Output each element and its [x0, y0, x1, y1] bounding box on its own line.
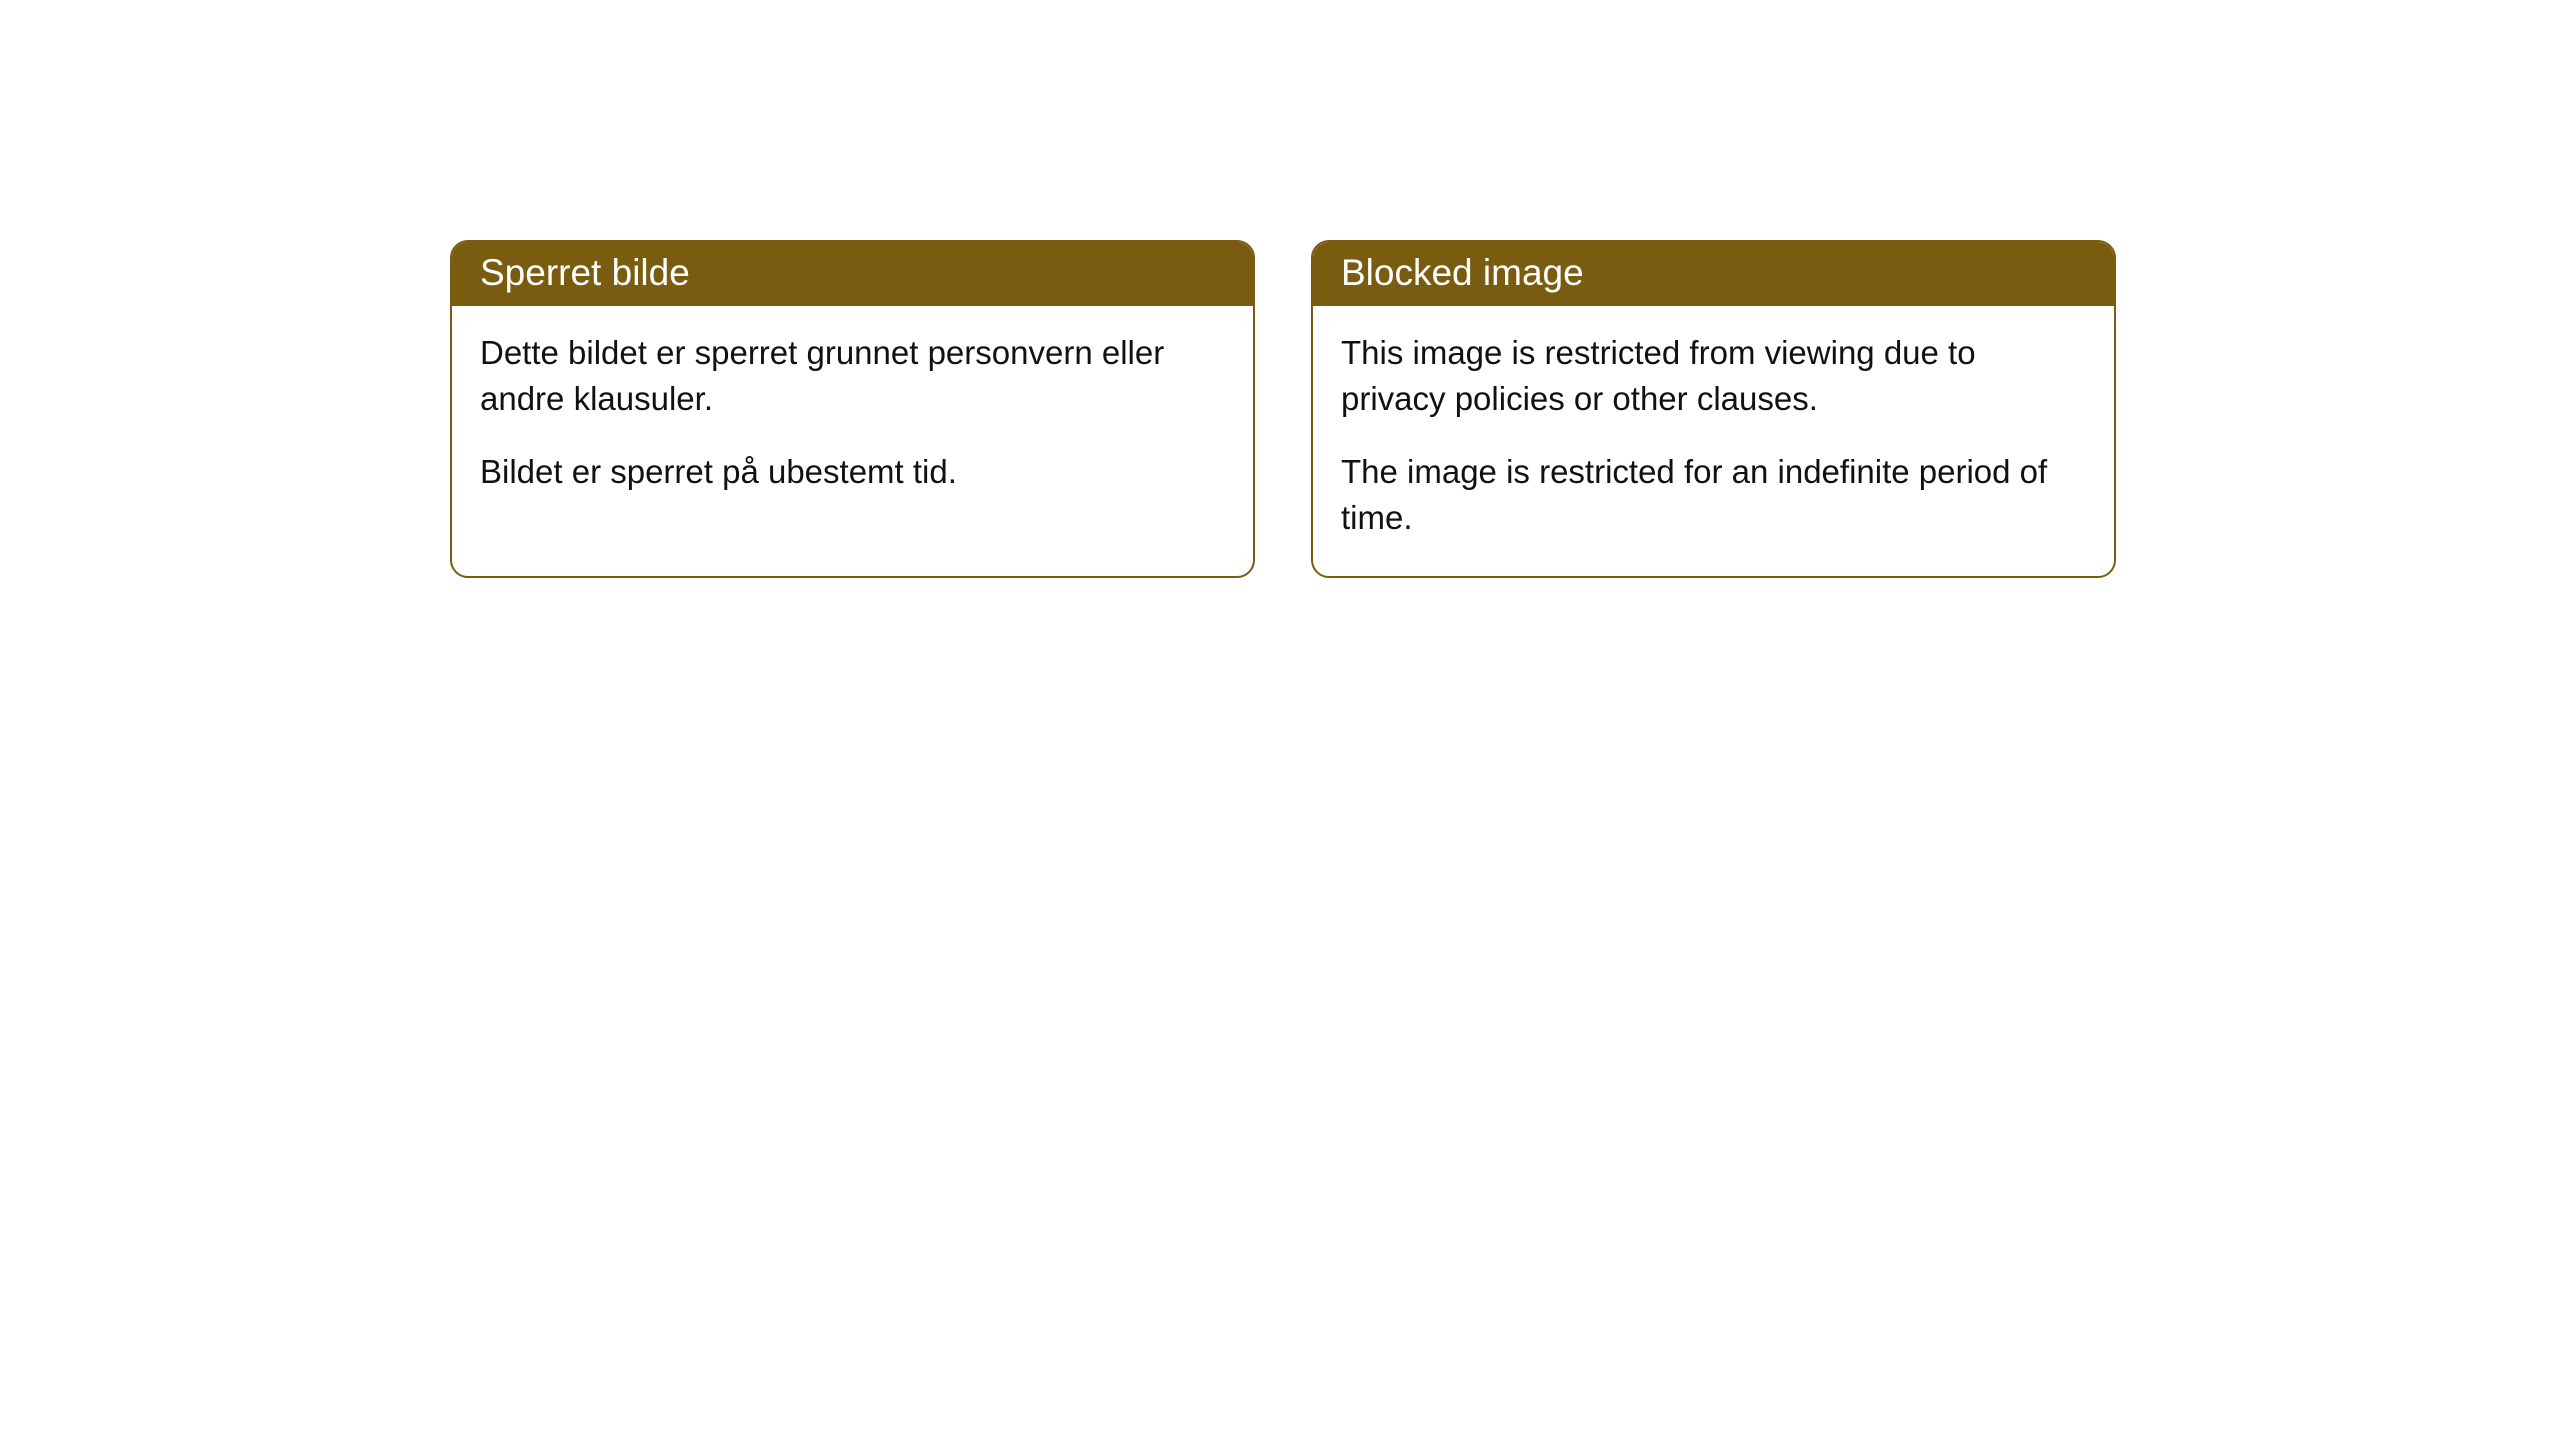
- card-paragraph-2: The image is restricted for an indefinit…: [1341, 449, 2086, 540]
- card-paragraph-1: This image is restricted from viewing du…: [1341, 330, 2086, 421]
- card-header: Sperret bilde: [452, 242, 1253, 306]
- notice-container: Sperret bilde Dette bildet er sperret gr…: [450, 240, 2116, 578]
- card-header: Blocked image: [1313, 242, 2114, 306]
- card-body: This image is restricted from viewing du…: [1313, 306, 2114, 576]
- blocked-image-card-en: Blocked image This image is restricted f…: [1311, 240, 2116, 578]
- card-body: Dette bildet er sperret grunnet personve…: [452, 306, 1253, 531]
- card-paragraph-1: Dette bildet er sperret grunnet personve…: [480, 330, 1225, 421]
- blocked-image-card-no: Sperret bilde Dette bildet er sperret gr…: [450, 240, 1255, 578]
- card-paragraph-2: Bildet er sperret på ubestemt tid.: [480, 449, 1225, 495]
